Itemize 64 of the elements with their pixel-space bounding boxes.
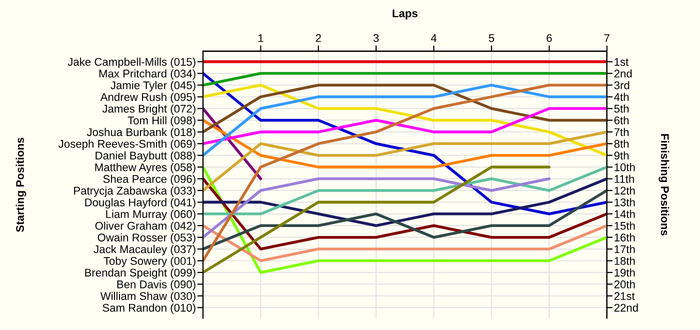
line-series xyxy=(203,84,607,157)
line-series xyxy=(203,189,607,250)
y2-tick-label: 6th xyxy=(614,116,629,124)
category-label: Liam Murray (060) xyxy=(106,210,196,220)
y2-tick-label: 12th xyxy=(614,186,635,195)
category-label: Brendan Speight (099) xyxy=(85,268,196,279)
x-tick-label: 6 xyxy=(546,34,552,42)
line-series xyxy=(203,84,607,262)
category-label: Patrycja Zabawska (033) xyxy=(74,186,196,197)
category-label: Daniel Baybutt (088) xyxy=(96,151,196,162)
category-label: Oliver Graham (042) xyxy=(95,222,196,232)
line-series xyxy=(203,177,607,228)
y2-tick-label: 13th xyxy=(614,198,635,206)
category-label: Jamie Tyler (045) xyxy=(110,81,196,92)
category-label: Tom Hill (098) xyxy=(128,116,196,127)
y2-tick-label: 20th xyxy=(614,280,635,288)
y2-tick-label: 3rd xyxy=(614,81,630,90)
y2-tick-label: 1st xyxy=(614,58,629,66)
y2-tick-label: 22nd xyxy=(614,304,638,312)
category-label: James Bright (072) xyxy=(102,104,196,115)
category-label: Joseph Reeves-Smith (069) xyxy=(58,140,196,150)
y2-tick-label: 4th xyxy=(614,92,629,101)
category-label: Jack Macauley (037) xyxy=(94,245,196,256)
y2-tick-label: 7th xyxy=(614,128,629,136)
y2-tick-label: 8th xyxy=(614,140,629,148)
x-tick-label: 2 xyxy=(316,34,321,42)
y2-axis-title: Finishing Positions xyxy=(658,134,670,236)
y2-tick-label: 16th xyxy=(614,233,635,242)
category-label: William Shaw (030) xyxy=(100,292,196,302)
y2-tick-label: 17th xyxy=(614,245,635,254)
y2-tick-label: 5th xyxy=(614,104,629,113)
category-label: Matthew Ayres (058) xyxy=(95,163,196,174)
category-label: Joshua Burbank (018) xyxy=(86,128,196,138)
x-tick-label: 4 xyxy=(430,34,437,42)
text: Starting Positions xyxy=(16,138,26,232)
category-label: Toby Sowery (001) xyxy=(104,256,196,268)
y2-tick-label: 14th xyxy=(614,210,635,218)
category-label: Shea Pearce (096) xyxy=(103,174,196,186)
x-tick-label: 1 xyxy=(258,34,264,42)
y2-tick-label: 9th xyxy=(614,151,629,160)
category-label: Max Pritchard (034) xyxy=(99,69,196,80)
y2-tick-label: 2nd xyxy=(614,69,632,78)
x-tick-label: 5 xyxy=(488,34,494,42)
x-axis-title: Laps xyxy=(392,10,418,20)
y2-tick-label: 11th xyxy=(614,174,634,183)
y2-tick-label: 18th xyxy=(614,256,635,265)
line-series xyxy=(203,118,607,168)
category-label: Sam Randon (010) xyxy=(102,304,196,314)
x-tick-label: 3 xyxy=(373,34,379,42)
category-label: Jake Campbell-Mills (015) xyxy=(68,58,196,68)
category-label: Douglas Hayford (041) xyxy=(85,198,196,209)
y2-tick-label: 21st xyxy=(614,292,635,300)
category-label: Owain Rosser (053) xyxy=(98,233,196,244)
y2-tick-label: 19th xyxy=(614,268,635,277)
line-series xyxy=(203,84,607,134)
line-series xyxy=(203,130,607,192)
line-series xyxy=(203,166,607,216)
category-label: Ben Davis (090) xyxy=(117,280,196,290)
line-series xyxy=(203,107,607,146)
line-series xyxy=(203,177,607,250)
x-tick-label: 7 xyxy=(604,34,610,42)
y2-tick-label: 15th xyxy=(614,222,635,230)
y2-tick-label: 10th xyxy=(614,163,635,172)
category-label: Andrew Rush (095) xyxy=(100,92,196,104)
